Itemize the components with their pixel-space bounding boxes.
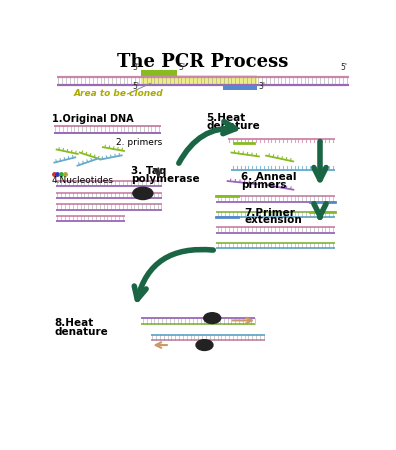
- Text: 5': 5': [178, 63, 185, 72]
- Text: Area to be cloned: Area to be cloned: [74, 90, 163, 99]
- Text: 3': 3': [133, 63, 140, 72]
- Ellipse shape: [196, 340, 213, 351]
- Text: denature: denature: [206, 122, 260, 131]
- Bar: [141, 75, 257, 84]
- Ellipse shape: [133, 187, 153, 199]
- Text: 5.Heat: 5.Heat: [206, 113, 245, 123]
- Text: 2. primers: 2. primers: [116, 138, 162, 147]
- Text: 5': 5': [133, 82, 140, 91]
- Text: 3': 3': [258, 82, 265, 91]
- Text: 6. Anneal: 6. Anneal: [242, 172, 297, 182]
- Ellipse shape: [204, 313, 221, 324]
- Bar: [141, 70, 177, 76]
- Text: 7.Primer: 7.Primer: [244, 207, 295, 218]
- Text: 3. Taq: 3. Taq: [131, 166, 167, 176]
- Bar: [223, 85, 257, 90]
- Text: 1.Original DNA: 1.Original DNA: [52, 114, 134, 125]
- Text: primers: primers: [242, 180, 287, 190]
- Text: 8.Heat: 8.Heat: [54, 319, 93, 328]
- Text: 5': 5': [340, 63, 347, 72]
- Text: denature: denature: [54, 327, 108, 337]
- Text: polymerase: polymerase: [131, 174, 200, 184]
- Text: The PCR Process: The PCR Process: [117, 53, 289, 71]
- Text: extension: extension: [244, 215, 302, 225]
- Text: 4.Nucleotides: 4.Nucleotides: [52, 176, 114, 185]
